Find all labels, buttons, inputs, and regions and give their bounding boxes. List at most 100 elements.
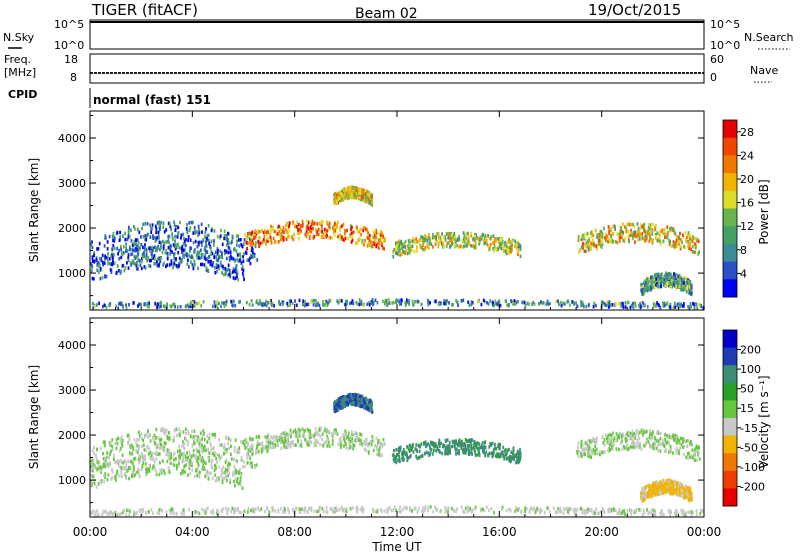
echo-cell (644, 234, 647, 238)
echo-cell (223, 443, 226, 447)
echo-cell (159, 246, 162, 250)
echo-cell (260, 447, 263, 451)
echo-cell (505, 457, 508, 461)
echo-cell (229, 271, 232, 276)
echo-cell (422, 242, 424, 246)
echo-cell (662, 229, 665, 234)
echo-cell (104, 472, 107, 476)
echo-cell (210, 462, 213, 466)
echo-cell (93, 251, 96, 255)
echo-cell (161, 445, 163, 450)
echo-cell (222, 465, 225, 469)
echo-cell (375, 235, 378, 240)
echo-cell (127, 459, 130, 463)
echo-cell (677, 305, 680, 309)
echo-cell (654, 440, 656, 444)
echo-cell (483, 449, 485, 453)
echo-cell (394, 455, 397, 459)
echo-cell (499, 303, 502, 308)
echo-cell (221, 242, 224, 247)
echo-cell (581, 237, 584, 241)
echo-cell (335, 195, 338, 199)
echo-cell (587, 242, 590, 246)
echo-cell (356, 241, 359, 245)
echo-cell (445, 300, 447, 305)
echo-cell (175, 257, 177, 261)
echo-cell (627, 431, 629, 435)
echo-cell (399, 241, 402, 245)
echo-cell (541, 301, 544, 305)
echo-cell (568, 303, 571, 307)
echo-cell (363, 405, 366, 410)
echo-cell (218, 443, 221, 447)
echo-cell (677, 302, 680, 306)
echo-cell (365, 227, 368, 232)
freq-right-tick-bottom: 0 (710, 71, 717, 84)
echo-cell (643, 239, 646, 243)
echo-cell (159, 438, 161, 442)
echo-cell (103, 257, 106, 261)
echo-cell (117, 306, 120, 310)
echo-cell (102, 464, 105, 468)
echo-cell (307, 302, 310, 306)
echo-cell (406, 453, 408, 458)
echo-cell (371, 435, 374, 439)
echo-cell (488, 445, 491, 449)
echo-cell (301, 219, 304, 224)
echo-cell (235, 468, 238, 473)
echo-cell (119, 271, 122, 275)
echo-cell (251, 452, 254, 457)
echo-cell (491, 300, 494, 305)
echo-cell (137, 258, 139, 262)
echo-cell (148, 452, 150, 456)
echo-cell (246, 440, 249, 445)
echo-cell (317, 440, 319, 444)
echo-cell (295, 434, 298, 438)
echo-cell (347, 195, 350, 200)
echo-cell (91, 265, 94, 270)
echo-cell (623, 239, 626, 243)
echo-cell (205, 472, 208, 477)
echo-cell (205, 240, 207, 244)
echo-cell (687, 451, 690, 456)
echo-cell (660, 284, 662, 288)
echo-cell (606, 434, 608, 438)
echo-cell (155, 230, 158, 235)
echo-cell (182, 440, 184, 444)
echo-cell (665, 278, 668, 282)
echo-cell (237, 481, 240, 486)
echo-cell (657, 280, 660, 285)
echo-cell (683, 244, 685, 249)
echo-cell (666, 225, 669, 229)
y-tick-label: 4000 (58, 132, 86, 145)
echo-cell (442, 241, 444, 245)
echo-cell (142, 234, 145, 239)
echo-cell (372, 230, 375, 234)
echo-cell (510, 456, 513, 460)
echo-cell (668, 272, 670, 277)
echo-cell (152, 438, 155, 442)
echo-cell (188, 221, 191, 225)
echo-cell (221, 301, 223, 305)
echo-cell (499, 452, 502, 456)
echo-cell (256, 258, 259, 262)
echo-cell (95, 257, 98, 262)
echo-cell (691, 244, 694, 249)
echo-cell (400, 239, 403, 244)
echo-cell (504, 243, 506, 247)
echo-cell (128, 438, 131, 442)
echo-cell (481, 441, 484, 445)
echo-cell (181, 258, 183, 262)
colorbar-tick-label: 4 (740, 267, 747, 280)
echo-cell (346, 436, 348, 440)
echo-cell (196, 245, 199, 249)
echo-cell (415, 454, 418, 459)
echo-cell (279, 237, 282, 242)
echo-cell (168, 456, 170, 460)
echo-cell (427, 246, 430, 250)
echo-cell (582, 233, 584, 238)
echo-cell (287, 433, 290, 437)
echo-cell (176, 305, 179, 309)
echo-cell (455, 452, 457, 456)
echo-cell (382, 234, 384, 238)
